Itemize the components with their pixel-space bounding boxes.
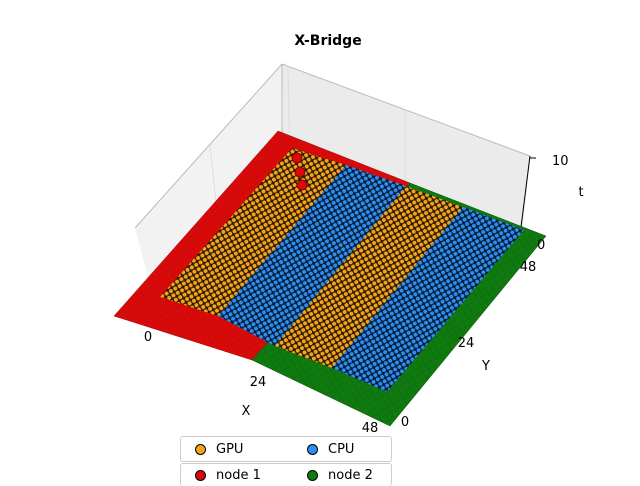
y-tick-label: 24: [458, 336, 475, 351]
legend-marker-gpu: [195, 443, 206, 455]
node-1-raised-points: [291, 152, 308, 191]
legend-label-node-2: node 2: [328, 467, 373, 483]
gpu-band-2: [275, 186, 463, 368]
legend-marker-node-1: [195, 469, 206, 481]
legend-label-cpu: CPU: [328, 441, 355, 457]
legend-item-cpu: CPU: [307, 440, 354, 458]
legend-marker-node-2: [307, 469, 318, 481]
y-tick-label: 48: [520, 260, 537, 275]
x-tick-label: 0: [144, 330, 152, 345]
y-tick-label: 0: [401, 415, 409, 430]
legend-label-gpu: GPU: [216, 441, 244, 457]
node-1-point: [294, 166, 306, 178]
node-1-point: [296, 179, 308, 191]
gpu-band-1: [160, 148, 346, 316]
legend-marker-cpu: [307, 443, 318, 455]
x-tick-label: 48: [362, 421, 379, 436]
x-axis-label: X: [242, 404, 251, 419]
cpu-band-1: [218, 165, 406, 346]
z-tick-label: 10: [552, 154, 569, 169]
y-axis-label: Y: [481, 359, 490, 374]
legend-row-1: GPU CPU: [180, 436, 392, 462]
z-axis-line: [519, 155, 531, 236]
node-1-point: [291, 152, 303, 164]
z-tick-label: 0: [537, 238, 545, 253]
back-pane-left: [135, 64, 282, 285]
legend-label-node-1: node 1: [216, 467, 261, 483]
z-axis-label: t: [578, 185, 583, 200]
pane-edge-top: [281, 63, 531, 157]
legend-item-gpu: GPU: [195, 440, 243, 458]
back-pane-right: [282, 64, 530, 238]
x-tick-label: 24: [250, 375, 267, 390]
chart-title: X-Bridge: [294, 33, 361, 49]
pane-edge-left: [134, 63, 283, 229]
legend-row-2: node 1 node 2: [180, 463, 392, 486]
legend-item-node-2: node 2: [307, 466, 373, 484]
cpu-band-2: [332, 207, 524, 392]
legend-item-node-1: node 1: [195, 466, 261, 484]
